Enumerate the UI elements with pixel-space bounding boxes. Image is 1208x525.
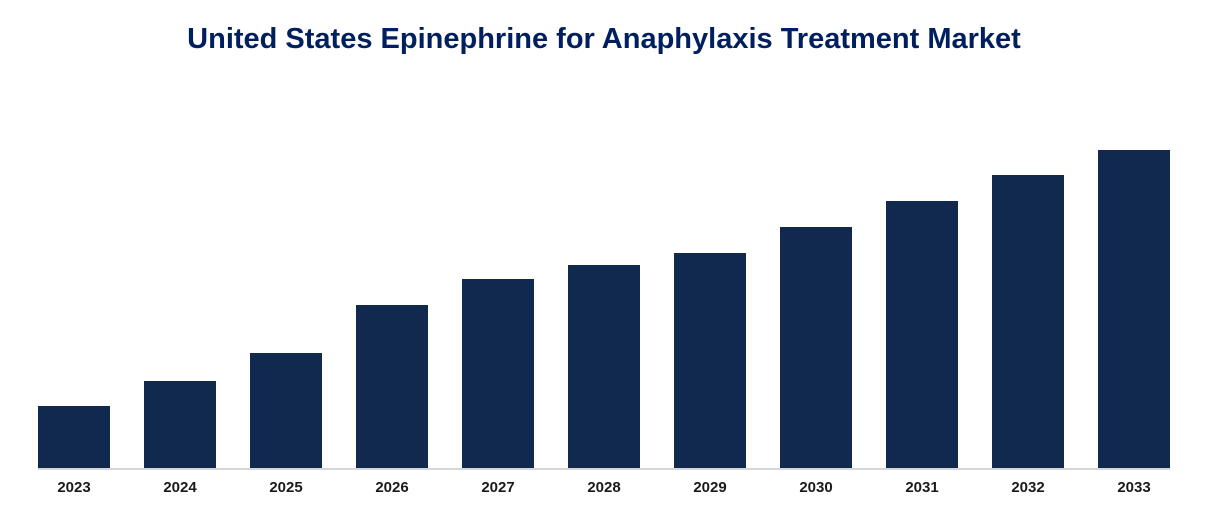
x-tick-label-2029: 2029: [693, 479, 727, 496]
bar-2030: [780, 227, 852, 468]
x-tick-label-2030: 2030: [799, 479, 833, 496]
bar-2032: [992, 175, 1064, 468]
bar-2025: [250, 353, 322, 468]
bar-2031: [886, 201, 958, 468]
x-axis-line: [38, 468, 1170, 470]
bar-series: [38, 128, 1170, 468]
bar-2026: [356, 305, 428, 468]
x-tick-label-2031: 2031: [905, 479, 939, 496]
x-tick-label-2032: 2032: [1011, 479, 1045, 496]
bar-2023: [38, 406, 110, 468]
bar-2028: [568, 265, 640, 468]
plot-area: 2023 2024 2025 2026 2027 2028 2029 2030 2031 2032…: [38, 128, 1170, 496]
x-tick-label-2024: 2024: [163, 479, 197, 496]
x-axis-tick-labels: 2023 2024 2025 2026 2027 2028 2029 2030 2031 2032…: [38, 470, 1170, 496]
x-tick-label-2033: 2033: [1117, 479, 1151, 496]
bar-2024: [144, 381, 216, 468]
bar-2027: [462, 279, 534, 468]
x-tick-label-2026: 2026: [375, 479, 409, 496]
bar-2029: [674, 253, 746, 468]
bar-2033: [1098, 150, 1170, 468]
x-tick-label-2028: 2028: [587, 479, 621, 496]
x-tick-label-2023: 2023: [57, 479, 91, 496]
x-tick-label-2025: 2025: [269, 479, 303, 496]
x-tick-label-2027: 2027: [481, 479, 515, 496]
chart-title: United States Epinephrine for Anaphylaxi…: [187, 23, 1021, 55]
